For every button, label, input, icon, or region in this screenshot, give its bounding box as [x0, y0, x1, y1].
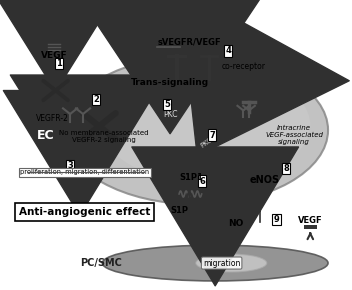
- Text: NO: NO: [228, 219, 244, 228]
- Text: 3: 3: [67, 162, 73, 171]
- Ellipse shape: [235, 92, 263, 112]
- Ellipse shape: [231, 89, 267, 115]
- Text: EC: EC: [37, 129, 55, 142]
- Text: S1P1: S1P1: [179, 173, 203, 182]
- Text: No membrane-associated
VEGFR-2 signaling: No membrane-associated VEGFR-2 signaling: [59, 130, 149, 143]
- Text: 7: 7: [209, 131, 215, 140]
- Text: 1: 1: [56, 59, 62, 68]
- Text: co-receptor: co-receptor: [222, 62, 266, 71]
- Text: proliferation, migration, differentiation: proliferation, migration, differentiatio…: [20, 169, 149, 175]
- Text: eNOS: eNOS: [250, 175, 280, 185]
- Text: Anti-angiogenic effect: Anti-angiogenic effect: [19, 207, 150, 217]
- Text: S1P: S1P: [171, 206, 189, 215]
- Text: 4: 4: [225, 46, 231, 55]
- Ellipse shape: [101, 68, 310, 182]
- Text: 2: 2: [93, 95, 99, 104]
- Ellipse shape: [64, 56, 328, 204]
- Text: VEGFR-2: VEGFR-2: [36, 114, 69, 123]
- Text: PKC: PKC: [163, 110, 177, 119]
- Text: VEGF: VEGF: [298, 216, 323, 225]
- Text: migration: migration: [203, 259, 240, 268]
- Text: 5: 5: [164, 100, 170, 109]
- Bar: [49, 55, 62, 59]
- Ellipse shape: [102, 245, 328, 281]
- Text: 9: 9: [274, 215, 279, 224]
- Text: Trans-signaling: Trans-signaling: [131, 78, 209, 87]
- Text: 6: 6: [199, 177, 205, 186]
- Text: VEGF: VEGF: [41, 51, 68, 60]
- Text: PC/SMC: PC/SMC: [80, 258, 122, 268]
- Ellipse shape: [196, 254, 267, 272]
- Bar: [304, 225, 317, 229]
- Text: PKC: PKC: [199, 137, 213, 149]
- Text: sVEGFR/VEGF: sVEGFR/VEGF: [158, 37, 221, 46]
- Text: Intracrine
VEGF-associated
signaling: Intracrine VEGF-associated signaling: [265, 125, 323, 145]
- Text: 8: 8: [283, 164, 289, 173]
